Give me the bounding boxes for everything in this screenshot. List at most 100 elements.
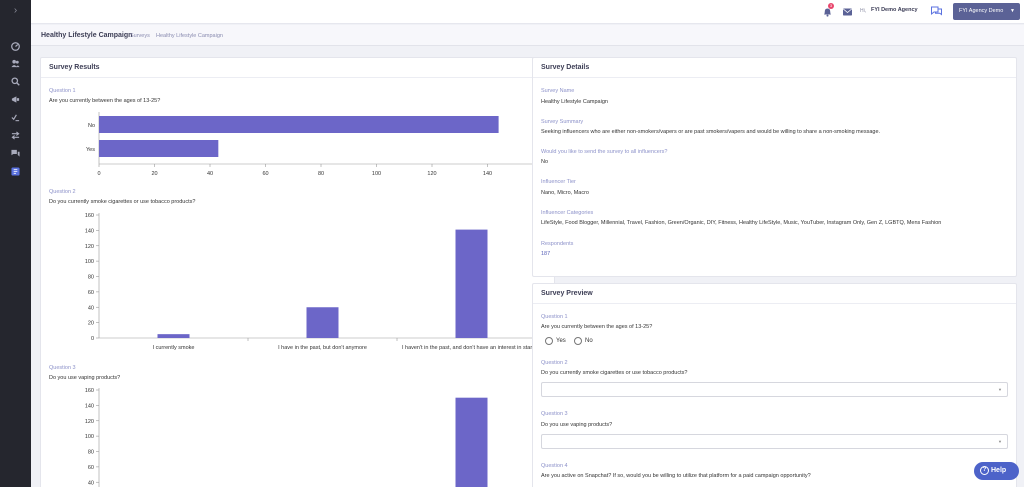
bar: [157, 334, 190, 338]
radio-circle[interactable]: [574, 337, 582, 345]
y-tick-label: 160: [85, 213, 94, 219]
top-bar: 3 Hi, FYI Demo Agency FYI Agency Demo ▼: [31, 0, 1024, 24]
preview-question-2-select[interactable]: ▼: [541, 382, 1008, 397]
caret-down-icon: ▼: [1010, 8, 1015, 14]
y-tick-label: 100: [85, 434, 94, 440]
y-tick-label: 140: [85, 228, 94, 234]
x-tick-label: 140: [483, 171, 492, 177]
breadcrumb-item-current: Healthy Lifestyle Campaign: [156, 33, 223, 39]
preview-question-3-text: Do you use vaping products?: [541, 422, 613, 428]
users-icon[interactable]: [11, 59, 20, 68]
category-label: Yes: [86, 147, 95, 153]
field-label-influencer-tier: Influencer Tier: [541, 179, 576, 185]
search-icon[interactable]: [11, 77, 20, 86]
y-tick-label: 60: [88, 465, 94, 471]
bar-no: [99, 116, 499, 133]
chevron-down-icon: ▼: [998, 439, 1002, 444]
check-list-icon[interactable]: [11, 113, 20, 122]
transfer-icon[interactable]: [11, 131, 20, 140]
preview-question-1-label: Question 1: [541, 314, 568, 320]
field-label-respondents: Respondents: [541, 241, 574, 247]
survey-details-heading: Survey Details: [533, 58, 1016, 78]
question-circle-icon: ?: [980, 466, 989, 475]
y-tick-label: 0: [91, 336, 94, 342]
field-value-send-all: No: [541, 159, 549, 165]
help-button[interactable]: ? Help: [974, 462, 1019, 480]
x-tick-label: 0: [97, 171, 100, 177]
chevron-down-icon: ▼: [998, 387, 1002, 392]
radio-no[interactable]: No: [574, 337, 593, 345]
preview-question-3-label: Question 3: [541, 411, 568, 417]
breadcrumb-item-surveys[interactable]: Surveys: [130, 33, 150, 39]
question-2-label: Question 2: [49, 189, 76, 195]
survey-preview-heading: Survey Preview: [533, 284, 1016, 304]
y-tick-label: 40: [88, 305, 94, 311]
radio-circle[interactable]: [545, 337, 553, 345]
mail-icon[interactable]: [843, 8, 852, 16]
x-tick-label: 60: [262, 171, 268, 177]
page-title: Healthy Lifestyle Campaign: [41, 32, 133, 39]
chart-question-1: NoYes020406080100120140160: [41, 108, 555, 180]
field-value-influencer-tier: Nano, Micro, Macro: [541, 190, 589, 196]
megaphone-icon[interactable]: [11, 95, 20, 104]
agency-name: FYI Demo Agency: [871, 7, 918, 13]
notification-badge: 3: [828, 3, 834, 9]
y-tick-label: 80: [88, 275, 94, 281]
field-label-influencer-categories: Influencer Categories: [541, 210, 594, 216]
x-tick-label: 80: [318, 171, 324, 177]
y-tick-label: 120: [85, 419, 94, 425]
radio-yes-label: Yes: [556, 338, 566, 344]
category-label: No: [88, 123, 95, 129]
chart-question-2: 0 20 40 60 80 100 120 140 160 I currently smoke I …: [41, 208, 555, 356]
x-tick-label: 40: [207, 171, 213, 177]
survey-results-heading: Survey Results: [41, 58, 554, 78]
survey-results-card: Survey Results Question 1 Are you curren…: [40, 57, 555, 487]
field-value-influencer-categories: LifeStyle, Food Blogger, Millennial, Tra…: [541, 220, 942, 226]
preview-question-4-label: Question 4: [541, 463, 568, 469]
preview-question-4-text: Are you active on Snapchat? If so, would…: [541, 473, 811, 479]
preview-question-3-select[interactable]: ▼: [541, 434, 1008, 449]
field-label-send-all: Would you like to send the survey to all…: [541, 149, 668, 155]
comments-icon[interactable]: [11, 149, 20, 158]
bar: [455, 397, 488, 487]
y-tick-label: 60: [88, 290, 94, 296]
left-nav-rail: ›: [0, 0, 31, 487]
field-label-survey-summary: Survey Summary: [541, 119, 584, 125]
agency-dropdown[interactable]: FYI Agency Demo ▼: [953, 3, 1020, 20]
x-tick-label: 100: [372, 171, 381, 177]
question-1-text: Are you currently between the ages of 13…: [49, 98, 161, 104]
survey-details-card: Survey Details Survey Name Healthy Lifes…: [532, 57, 1017, 277]
chat-icon[interactable]: [931, 6, 942, 16]
y-tick-label: 80: [88, 450, 94, 456]
y-tick-label: 100: [85, 259, 94, 265]
breadcrumb: Healthy Lifestyle Campaign Surveys Healt…: [31, 25, 1024, 46]
question-1-label: Question 1: [49, 88, 76, 94]
question-3-label: Question 3: [49, 365, 76, 371]
y-tick-label: 20: [88, 321, 94, 327]
radio-yes[interactable]: Yes: [545, 337, 566, 345]
help-label: Help: [991, 467, 1007, 474]
chart-question-3: 40 60 80 100 120 140 160: [41, 385, 555, 487]
respondents-link[interactable]: 187: [541, 251, 551, 257]
surveys-icon[interactable]: [11, 167, 20, 176]
main-area: 3 Hi, FYI Demo Agency FYI Agency Demo ▼ …: [31, 0, 1024, 487]
question-2-text: Do you currently smoke cigarettes or use…: [49, 199, 196, 205]
field-label-survey-name: Survey Name: [541, 88, 575, 94]
survey-preview-card: Survey Preview Question 1 Are you curren…: [532, 283, 1017, 487]
preview-question-2-text: Do you currently smoke cigarettes or use…: [541, 370, 688, 376]
chevron-right-icon[interactable]: ›: [13, 5, 18, 16]
greeting-text: Hi,: [860, 8, 867, 14]
preview-question-2-label: Question 2: [541, 360, 568, 366]
bar: [455, 229, 488, 338]
bell-icon[interactable]: [823, 7, 832, 17]
agency-dropdown-label: FYI Agency Demo: [959, 8, 1004, 14]
dashboard-icon[interactable]: [11, 42, 20, 51]
field-value-survey-summary: Seeking influencers who are either non-s…: [541, 129, 881, 135]
question-3-text: Do you use vaping products?: [49, 375, 121, 381]
y-tick-label: 120: [85, 244, 94, 250]
category-label: I haven't in the past, and don't have an…: [402, 345, 541, 351]
y-tick-label: 160: [85, 388, 94, 394]
bar-yes: [99, 140, 219, 157]
radio-no-label: No: [585, 338, 593, 344]
x-tick-label: 20: [151, 171, 157, 177]
